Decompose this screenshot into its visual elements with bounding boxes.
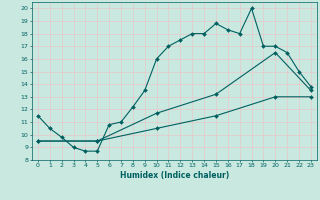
X-axis label: Humidex (Indice chaleur): Humidex (Indice chaleur) bbox=[120, 171, 229, 180]
